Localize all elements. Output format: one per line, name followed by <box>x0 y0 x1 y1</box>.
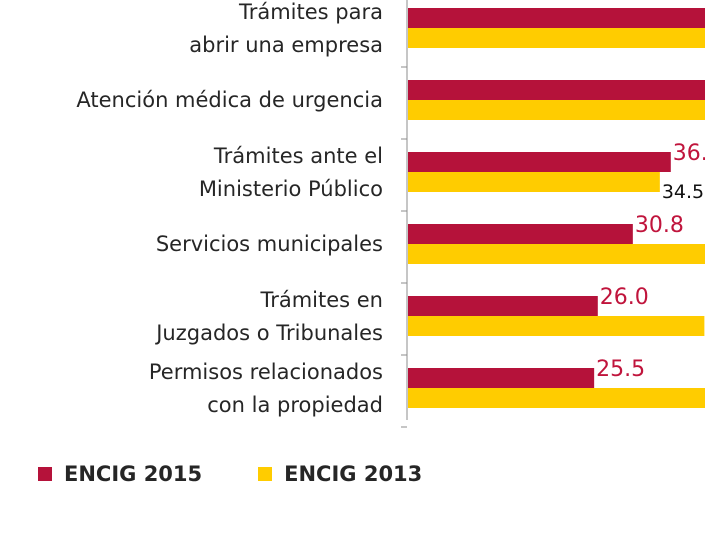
legend-label-2013: ENCIG 2013 <box>284 462 423 486</box>
bar-encig-2015 <box>408 152 671 172</box>
data-label: 34.5 <box>662 181 704 203</box>
bar-encig-2015 <box>408 80 705 100</box>
data-label: 26.0 <box>600 285 649 310</box>
category-label: Atención médica de urgencia <box>76 88 383 112</box>
category-label: Trámites ante el Ministerio Público <box>199 144 383 201</box>
data-label: 36.0 <box>673 141 705 166</box>
category-label: Trámites para abrir una empresa <box>189 0 383 57</box>
bar-encig-2015 <box>408 8 705 28</box>
data-label: 30.8 <box>635 213 684 238</box>
legend-item-2015: ENCIG 2015 <box>38 462 202 486</box>
bar-encig-2013 <box>408 388 705 408</box>
category-label: Trámites en Juzgados o Tribunales <box>154 288 383 345</box>
bar-encig-2013 <box>408 172 660 192</box>
category-label: Permisos relacionados con la propiedad <box>149 360 383 417</box>
legend-swatch-2015 <box>38 467 52 481</box>
bar-encig-2013 <box>408 244 705 264</box>
data-label: 25.5 <box>596 357 645 382</box>
legend-swatch-2013 <box>258 467 273 481</box>
bar-encig-2015 <box>408 296 598 316</box>
legend-label-2015: ENCIG 2015 <box>64 462 203 486</box>
legend: ENCIG 2015 ENCIG 2013 <box>38 462 478 486</box>
bar-encig-2015 <box>408 368 595 388</box>
legend-item-2013: ENCIG 2013 <box>258 462 422 486</box>
bar-encig-2013 <box>408 316 705 336</box>
bar-encig-2015 <box>408 224 633 244</box>
category-label: Servicios municipales <box>156 232 383 256</box>
bar-encig-2013 <box>408 28 705 48</box>
bar-encig-2013 <box>408 100 705 120</box>
